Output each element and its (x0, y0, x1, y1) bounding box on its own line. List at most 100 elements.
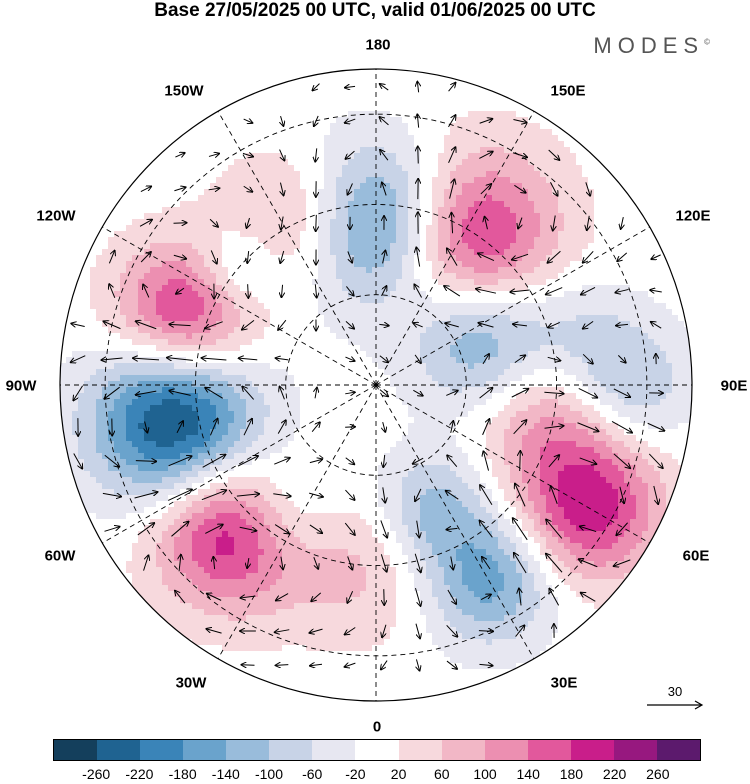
anomaly-cell (540, 375, 547, 382)
anomaly-cell (174, 399, 181, 406)
anomaly-cell (510, 135, 517, 142)
anomaly-cell (576, 315, 583, 322)
anomaly-cell (186, 399, 193, 406)
anomaly-cell (294, 393, 301, 400)
anomaly-cell (162, 363, 169, 370)
anomaly-cell (306, 207, 313, 214)
anomaly-cell (366, 129, 373, 136)
anomaly-cell (396, 285, 403, 292)
anomaly-cell (360, 75, 367, 82)
anomaly-cell (606, 381, 613, 388)
anomaly-cell (222, 105, 229, 112)
anomaly-cell (90, 405, 97, 412)
anomaly-cell (312, 249, 319, 256)
anomaly-cell (210, 339, 217, 346)
anomaly-cell (540, 129, 547, 136)
anomaly-cell (294, 231, 301, 238)
anomaly-cell (342, 297, 349, 304)
anomaly-cell (558, 297, 565, 304)
anomaly-cell (288, 201, 295, 208)
anomaly-cell (108, 363, 115, 370)
anomaly-cell (684, 357, 691, 364)
anomaly-cell (330, 111, 337, 118)
anomaly-cell (138, 249, 145, 256)
anomaly-cell (468, 309, 475, 316)
anomaly-cell (114, 249, 121, 256)
anomaly-cell (594, 363, 601, 370)
anomaly-cell (408, 237, 415, 244)
anomaly-cell (228, 213, 235, 220)
anomaly-cell (426, 363, 433, 370)
anomaly-cell (120, 207, 127, 214)
anomaly-cell (456, 393, 463, 400)
anomaly-cell (288, 243, 295, 250)
anomaly-cell (498, 279, 505, 286)
anomaly-cell (102, 387, 109, 394)
anomaly-cell (138, 201, 145, 208)
anomaly-cell (408, 303, 415, 310)
anomaly-cell (540, 387, 547, 394)
anomaly-cell (276, 153, 283, 160)
anomaly-cell (234, 363, 241, 370)
anomaly-cell (330, 147, 337, 154)
anomaly-cell (570, 207, 577, 214)
anomaly-cell (324, 363, 331, 370)
anomaly-cell (150, 297, 157, 304)
anomaly-cell (204, 195, 211, 202)
anomaly-cell (138, 261, 145, 268)
anomaly-cell (678, 387, 685, 394)
anomaly-cell (312, 297, 319, 304)
anomaly-cell (240, 189, 247, 196)
anomaly-cell (276, 393, 283, 400)
anomaly-cell (396, 123, 403, 130)
anomaly-cell (498, 201, 505, 208)
anomaly-cell (504, 225, 511, 232)
anomaly-cell (426, 153, 433, 160)
anomaly-cell (162, 369, 169, 376)
anomaly-cell (342, 261, 349, 268)
anomaly-cell (240, 129, 247, 136)
anomaly-cell (252, 183, 259, 190)
anomaly-cell (288, 141, 295, 148)
anomaly-cell (654, 249, 661, 256)
anomaly-cell (348, 105, 355, 112)
anomaly-cell (420, 315, 427, 322)
anomaly-cell (168, 183, 175, 190)
anomaly-cell (318, 333, 325, 340)
anomaly-cell (558, 273, 565, 280)
anomaly-cell (660, 369, 667, 376)
anomaly-cell (330, 195, 337, 202)
anomaly-cell (318, 93, 325, 100)
anomaly-cell (366, 141, 373, 148)
anomaly-cell (408, 159, 415, 166)
anomaly-cell (306, 351, 313, 358)
anomaly-cell (606, 165, 613, 172)
anomaly-cell (624, 249, 631, 256)
anomaly-cell (456, 141, 463, 148)
anomaly-cell (630, 333, 637, 340)
anomaly-cell (396, 99, 403, 106)
anomaly-cell (516, 351, 523, 358)
anomaly-cell (648, 279, 655, 286)
anomaly-cell (330, 81, 337, 88)
anomaly-cell (504, 99, 511, 106)
anomaly-cell (528, 309, 535, 316)
anomaly-cell (126, 303, 133, 310)
anomaly-cell (318, 153, 325, 160)
anomaly-cell (540, 237, 547, 244)
anomaly-cell (312, 201, 319, 208)
anomaly-cell (252, 291, 259, 298)
anomaly-cell (240, 339, 247, 346)
anomaly-cell (402, 297, 409, 304)
anomaly-cell (528, 177, 535, 184)
anomaly-cell (450, 405, 457, 412)
anomaly-cell (414, 339, 421, 346)
anomaly-cell (414, 171, 421, 178)
anomaly-cell (390, 333, 397, 340)
anomaly-cell (570, 237, 577, 244)
anomaly-cell (432, 135, 439, 142)
anomaly-cell (234, 333, 241, 340)
anomaly-cell (78, 255, 85, 262)
anomaly-cell (474, 393, 481, 400)
anomaly-cell (384, 261, 391, 268)
